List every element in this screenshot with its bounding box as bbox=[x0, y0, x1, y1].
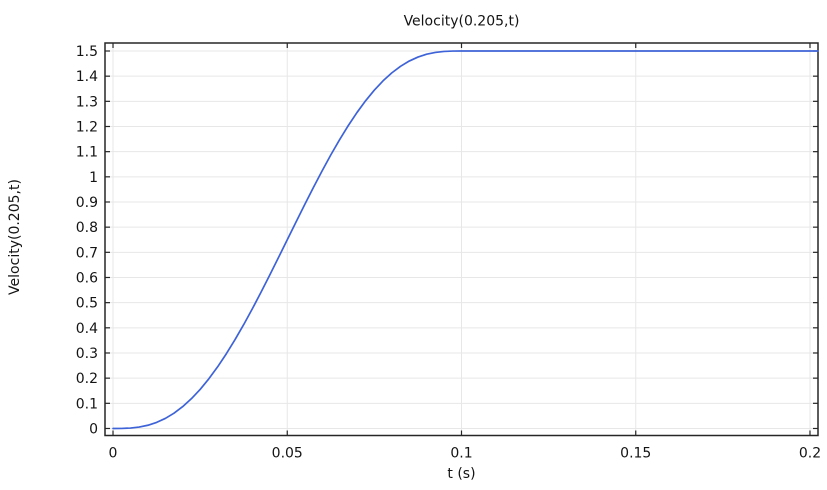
y-tick-label: 1 bbox=[89, 170, 98, 186]
tick-labels: 0 0.05 0.1 0.15 0.2 0 0.1 0.2 0.3 0.4 0.5 0.6 0.7 0.8… bbox=[76, 44, 821, 461]
x-tick-label: 0.05 bbox=[272, 446, 303, 462]
y-tick-label: 0.7 bbox=[76, 245, 98, 261]
x-tick-label: 0.2 bbox=[799, 446, 821, 462]
y-tick-label: 0.8 bbox=[76, 220, 98, 236]
x-axis-label: t (s) bbox=[447, 466, 475, 482]
y-tick-label: 0.4 bbox=[76, 321, 98, 337]
data-curve bbox=[112, 50, 819, 430]
y-tick-label: 1.1 bbox=[76, 145, 98, 161]
y-tick-label: 0.5 bbox=[76, 296, 98, 312]
y-tick-label: 1.4 bbox=[76, 69, 98, 85]
y-tick-label: 0.9 bbox=[76, 195, 98, 211]
axis-tick-marks bbox=[105, 43, 818, 436]
chart-title: Velocity(0.205,t) bbox=[404, 14, 520, 30]
grid-lines bbox=[105, 43, 818, 436]
x-tick-label: 0.1 bbox=[450, 446, 472, 462]
y-tick-label: 1.5 bbox=[76, 44, 98, 60]
x-tick-label: 0.15 bbox=[620, 446, 651, 462]
y-axis-label: Velocity(0.205,t) bbox=[7, 179, 23, 295]
series-line bbox=[112, 50, 819, 430]
y-tick-label: 1.3 bbox=[76, 94, 98, 110]
x-tick-label: 0 bbox=[109, 446, 118, 462]
y-tick-label: 0.6 bbox=[76, 270, 98, 286]
y-tick-label: 0.1 bbox=[76, 396, 98, 412]
y-tick-label: 0.2 bbox=[76, 371, 98, 387]
y-tick-label: 0.3 bbox=[76, 346, 98, 362]
y-tick-label: 1.2 bbox=[76, 119, 98, 135]
y-tick-label: 0 bbox=[89, 421, 98, 437]
